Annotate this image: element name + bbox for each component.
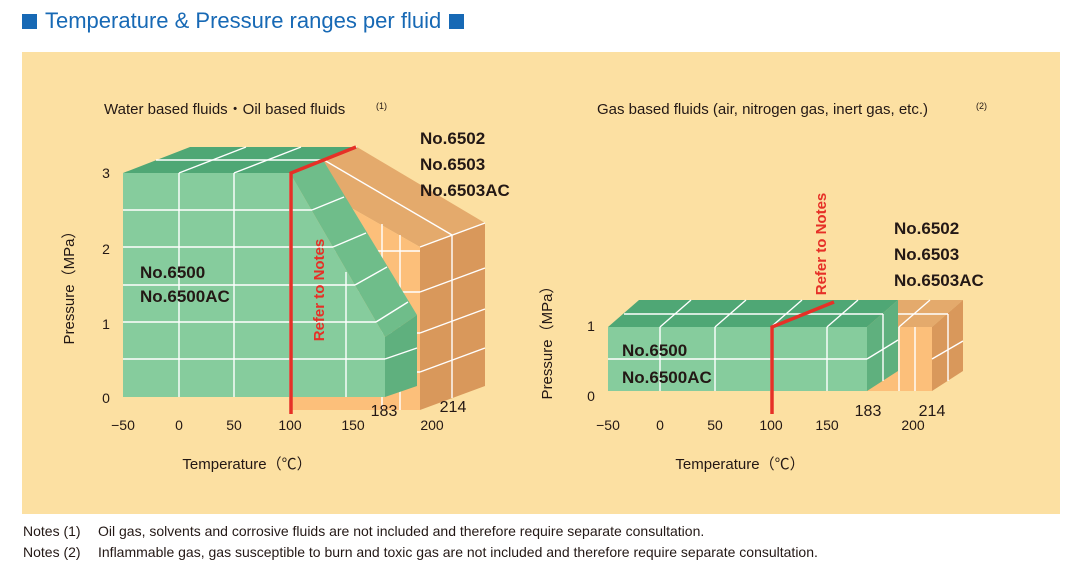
left-x-axis-label: Temperature（℃） — [182, 456, 311, 473]
right-green-block — [608, 299, 899, 391]
right-x-tick-150: 150 — [815, 417, 839, 433]
left-y-tick-0: 0 — [102, 390, 110, 406]
right-refer-notes-label: Refer to Notes — [813, 193, 830, 296]
right-green-model-2: No.6500AC — [622, 368, 712, 387]
left-chart-title-note: (1) — [376, 101, 387, 111]
right-marker-183: 183 — [855, 403, 882, 420]
right-orange-model-3: No.6503AC — [894, 271, 984, 290]
left-x-tick-200: 200 — [420, 417, 444, 433]
diagram-panel: Water based fluids・Oil based fluids (1) … — [22, 52, 1060, 514]
square-bullet-icon — [449, 13, 465, 29]
right-y-tick-0: 0 — [587, 388, 595, 404]
notes-section: Notes (1) Oil gas, solvents and corrosive… — [23, 521, 818, 563]
left-x-tick-0: 0 — [175, 417, 183, 433]
left-orange-model-2: No.6503 — [420, 155, 485, 174]
right-y-axis-label: Pressure（MPa） — [539, 279, 556, 400]
left-y-tick-3: 3 — [102, 165, 110, 181]
square-bullet-icon — [22, 13, 37, 29]
right-chart-title-note: (2) — [976, 101, 987, 111]
note-1-label: Notes (1) — [23, 523, 81, 539]
right-y-tick-1: 1 — [587, 318, 595, 334]
note-1: Notes (1) Oil gas, solvents and corrosive… — [23, 521, 818, 542]
left-green-model-1: No.6500 — [140, 263, 205, 282]
right-x-axis-label: Temperature（℃） — [675, 456, 804, 473]
left-chart-title: Water based fluids・Oil based fluids — [104, 101, 345, 118]
left-y-axis-label: Pressure（MPa） — [61, 224, 78, 345]
left-green-model-2: No.6500AC — [140, 287, 230, 306]
right-x-tick-100: 100 — [759, 417, 783, 433]
right-chart-title: Gas based fluids (air, nitrogen gas, ine… — [597, 101, 928, 118]
note-2-label: Notes (2) — [23, 544, 81, 560]
left-green-block — [123, 146, 418, 397]
left-x-tick-neg50: −50 — [111, 417, 135, 433]
right-x-tick-neg50: −50 — [596, 417, 620, 433]
section-title: Temperature & Pressure ranges per fluid — [45, 8, 442, 33]
right-x-tick-50: 50 — [707, 417, 723, 433]
left-y-tick-2: 2 — [102, 241, 110, 257]
left-y-tick-1: 1 — [102, 316, 110, 332]
note-1-text: Oil gas, solvents and corrosive fluids a… — [98, 523, 705, 539]
left-marker-214: 214 — [440, 399, 467, 416]
left-orange-model-3: No.6503AC — [420, 181, 510, 200]
left-refer-notes-label: Refer to Notes — [311, 239, 328, 342]
left-x-tick-100: 100 — [278, 417, 302, 433]
left-marker-183: 183 — [371, 403, 398, 420]
left-x-tick-150: 150 — [341, 417, 365, 433]
left-diagram: Water based fluids・Oil based fluids (1) … — [61, 101, 510, 473]
diagram-canvas: Water based fluids・Oil based fluids (1) … — [61, 101, 987, 473]
note-2-text: Inflammable gas, gas susceptible to burn… — [98, 544, 818, 560]
section-header: Temperature & Pressure ranges per fluid — [22, 6, 465, 36]
right-x-tick-200: 200 — [901, 417, 925, 433]
note-2: Notes (2) Inflammable gas, gas susceptibl… — [23, 542, 818, 563]
left-orange-model-1: No.6502 — [420, 129, 485, 148]
right-orange-model-2: No.6503 — [894, 245, 959, 264]
left-refer-line — [289, 145, 357, 414]
right-refer-line — [770, 300, 835, 414]
right-marker-214: 214 — [919, 403, 946, 420]
right-x-tick-0: 0 — [656, 417, 664, 433]
right-green-model-1: No.6500 — [622, 341, 687, 360]
right-diagram: Gas based fluids (air, nitrogen gas, ine… — [539, 101, 987, 473]
left-x-tick-50: 50 — [226, 417, 242, 433]
right-orange-model-1: No.6502 — [894, 219, 959, 238]
